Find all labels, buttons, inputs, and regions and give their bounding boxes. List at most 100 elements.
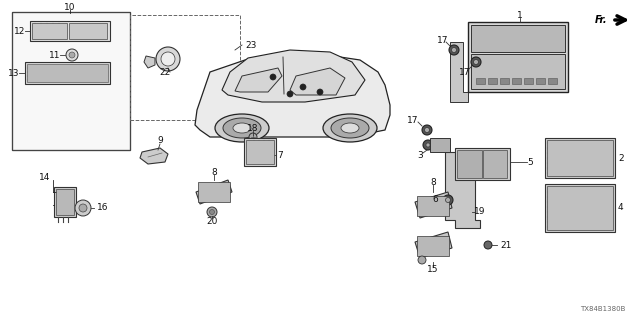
Bar [417,236,449,256]
Text: 3: 3 [417,150,423,159]
Circle shape [426,143,430,147]
Bar [545,138,615,178]
Text: 2: 2 [618,154,623,163]
Text: 9: 9 [157,135,163,145]
Text: 14: 14 [39,172,51,181]
Circle shape [449,45,459,55]
Circle shape [471,57,481,67]
Circle shape [287,91,293,97]
Bar [455,148,510,180]
Bar [536,78,545,84]
Polygon shape [290,68,345,95]
Polygon shape [196,180,232,204]
Bar [30,21,110,41]
Text: 19: 19 [474,207,486,217]
Circle shape [161,52,175,66]
Circle shape [317,89,323,95]
Circle shape [451,47,456,52]
Bar [54,187,76,217]
Text: TX84B1380B: TX84B1380B [580,306,625,312]
Circle shape [66,49,78,61]
Circle shape [484,241,492,249]
Polygon shape [450,42,468,102]
Polygon shape [140,148,168,164]
Bar [246,140,274,164]
Text: 12: 12 [14,27,26,36]
Circle shape [445,197,451,203]
Bar [56,189,74,215]
Ellipse shape [331,118,369,138]
Circle shape [209,210,214,214]
Bar [483,150,507,178]
Text: 15: 15 [428,266,439,275]
Circle shape [207,207,217,217]
Bar [12,12,130,150]
Bar [32,23,67,39]
Circle shape [422,125,432,135]
Bar [27,64,108,82]
Bar [471,25,565,52]
Circle shape [156,47,180,71]
Bar [25,62,110,84]
Circle shape [79,204,87,212]
Text: 4: 4 [618,204,623,212]
Text: 17: 17 [437,36,449,44]
Ellipse shape [233,123,251,133]
Bar [430,138,450,152]
Polygon shape [144,56,155,68]
Circle shape [75,200,91,216]
Bar [547,186,613,230]
Text: 17: 17 [407,116,419,124]
Bar [488,78,497,84]
Text: 16: 16 [97,204,109,212]
Bar [12,12,130,150]
Text: 11: 11 [49,51,61,60]
Text: 8: 8 [211,167,217,177]
Text: 22: 22 [159,68,171,76]
Bar [524,78,533,84]
Bar [130,15,240,120]
Bar [545,184,615,232]
Bar [457,150,482,178]
Polygon shape [415,232,452,258]
Text: 10: 10 [64,3,76,12]
Text: 23: 23 [245,41,257,50]
Bar [471,54,565,89]
Polygon shape [195,57,390,137]
Circle shape [424,127,429,132]
Circle shape [69,52,75,58]
Ellipse shape [223,118,261,138]
Bar [244,138,276,166]
Bar [500,78,509,84]
Bar [198,182,230,202]
Text: 18: 18 [247,124,259,132]
Ellipse shape [323,114,377,142]
Circle shape [300,84,306,90]
Circle shape [423,140,433,150]
Ellipse shape [215,114,269,142]
Text: 13: 13 [8,68,20,77]
Polygon shape [415,192,452,218]
Bar [512,78,521,84]
Polygon shape [445,152,480,228]
Bar [547,140,613,176]
Text: 17: 17 [460,68,471,76]
Circle shape [418,256,426,264]
Bar [476,78,485,84]
Circle shape [270,74,276,80]
Polygon shape [235,68,282,92]
Text: 8: 8 [430,178,436,187]
Circle shape [249,133,257,141]
Text: 20: 20 [206,218,218,227]
Bar [468,22,568,92]
Ellipse shape [341,123,359,133]
Bar [417,196,449,216]
Circle shape [443,195,453,205]
Text: 1: 1 [517,11,523,20]
Text: 6: 6 [432,196,438,204]
Text: 21: 21 [500,241,511,250]
Circle shape [474,60,479,65]
Bar [69,23,107,39]
Text: Fr.: Fr. [595,15,607,25]
Bar [548,78,557,84]
